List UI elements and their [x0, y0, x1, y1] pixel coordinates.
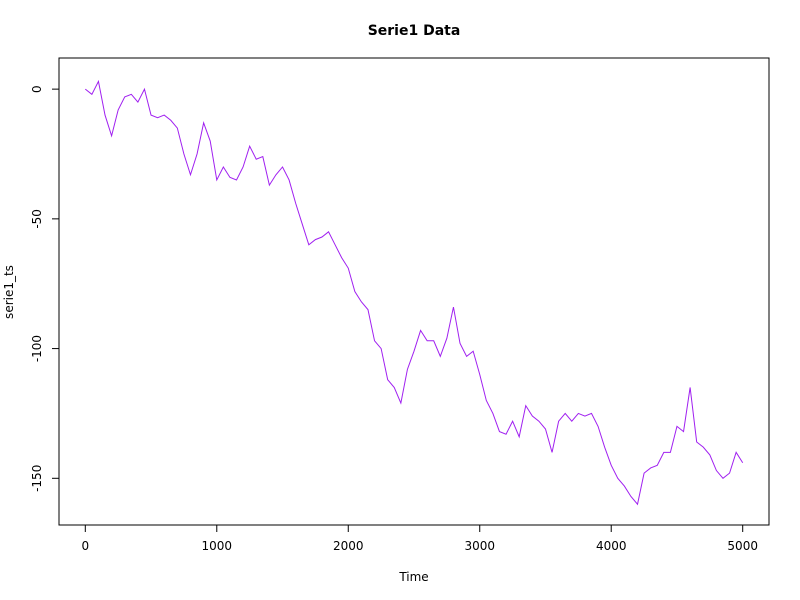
x-tick-label: 2000 — [333, 539, 364, 553]
x-tick-label: 1000 — [202, 539, 233, 553]
y-tick-label: 0 — [30, 85, 44, 93]
y-tick-label: -50 — [30, 209, 44, 229]
x-tick-label: 5000 — [727, 539, 758, 553]
x-tick-label: 3000 — [464, 539, 495, 553]
x-tick-label: 4000 — [596, 539, 627, 553]
chart-title: Serie1 Data — [368, 23, 461, 39]
x-tick-label: 0 — [81, 539, 89, 553]
x-axis-label: Time — [398, 570, 428, 584]
y-tick-label: -150 — [30, 465, 44, 492]
data-line — [84, 79, 744, 506]
plot-box — [58, 57, 770, 526]
y-axis-label: serie1_ts — [2, 265, 16, 319]
y-tick-label: -100 — [30, 335, 44, 362]
